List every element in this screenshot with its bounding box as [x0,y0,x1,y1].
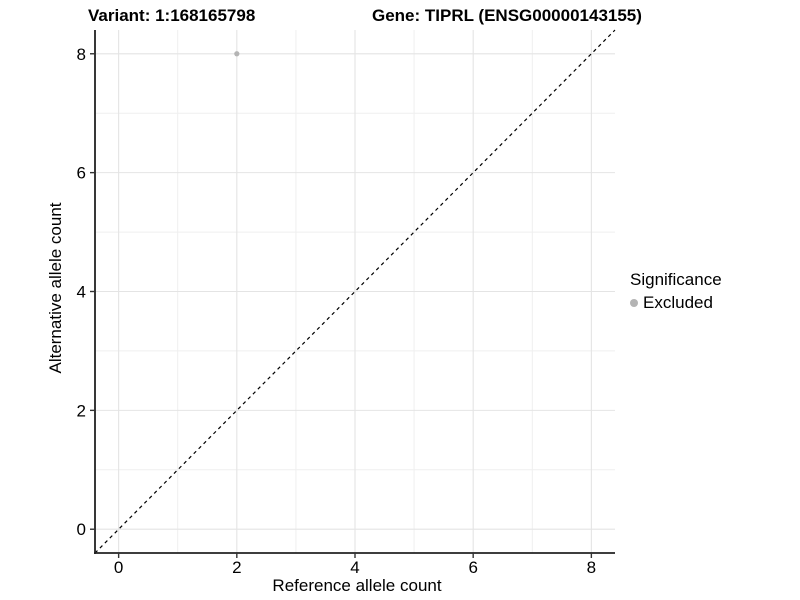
x-tick-label: 6 [468,558,477,577]
axis-ticks [90,53,593,558]
grid-major-lines [95,30,615,553]
legend-item-excluded: Excluded [630,293,722,313]
plot-title-gene: Gene: TIPRL (ENSG00000143155) [372,6,642,25]
data-point-excluded [234,51,240,57]
excluded-point-icon [630,299,638,307]
x-axis-title: Reference allele count [272,576,442,595]
y-tick-label: 2 [77,401,86,420]
y-tick-label: 4 [77,283,86,302]
y-tick-label: 6 [77,164,86,183]
legend-title: Significance [630,270,722,289]
y-axis-title: Alternative allele count [46,202,65,374]
x-tick-label: 8 [587,558,596,577]
x-tick-label: 4 [350,558,359,577]
axis-tick-labels: 0 2 4 6 8 0 2 4 6 8 [77,45,597,577]
y-tick-label: 8 [77,45,86,64]
data-points [234,51,240,57]
x-tick-label: 0 [114,558,123,577]
x-tick-label: 2 [232,558,241,577]
legend: Significance Excluded [630,270,722,313]
legend-item-label: Excluded [643,293,713,312]
plot-title-variant: Variant: 1:168165798 [88,6,256,25]
y-tick-label: 0 [77,520,86,539]
